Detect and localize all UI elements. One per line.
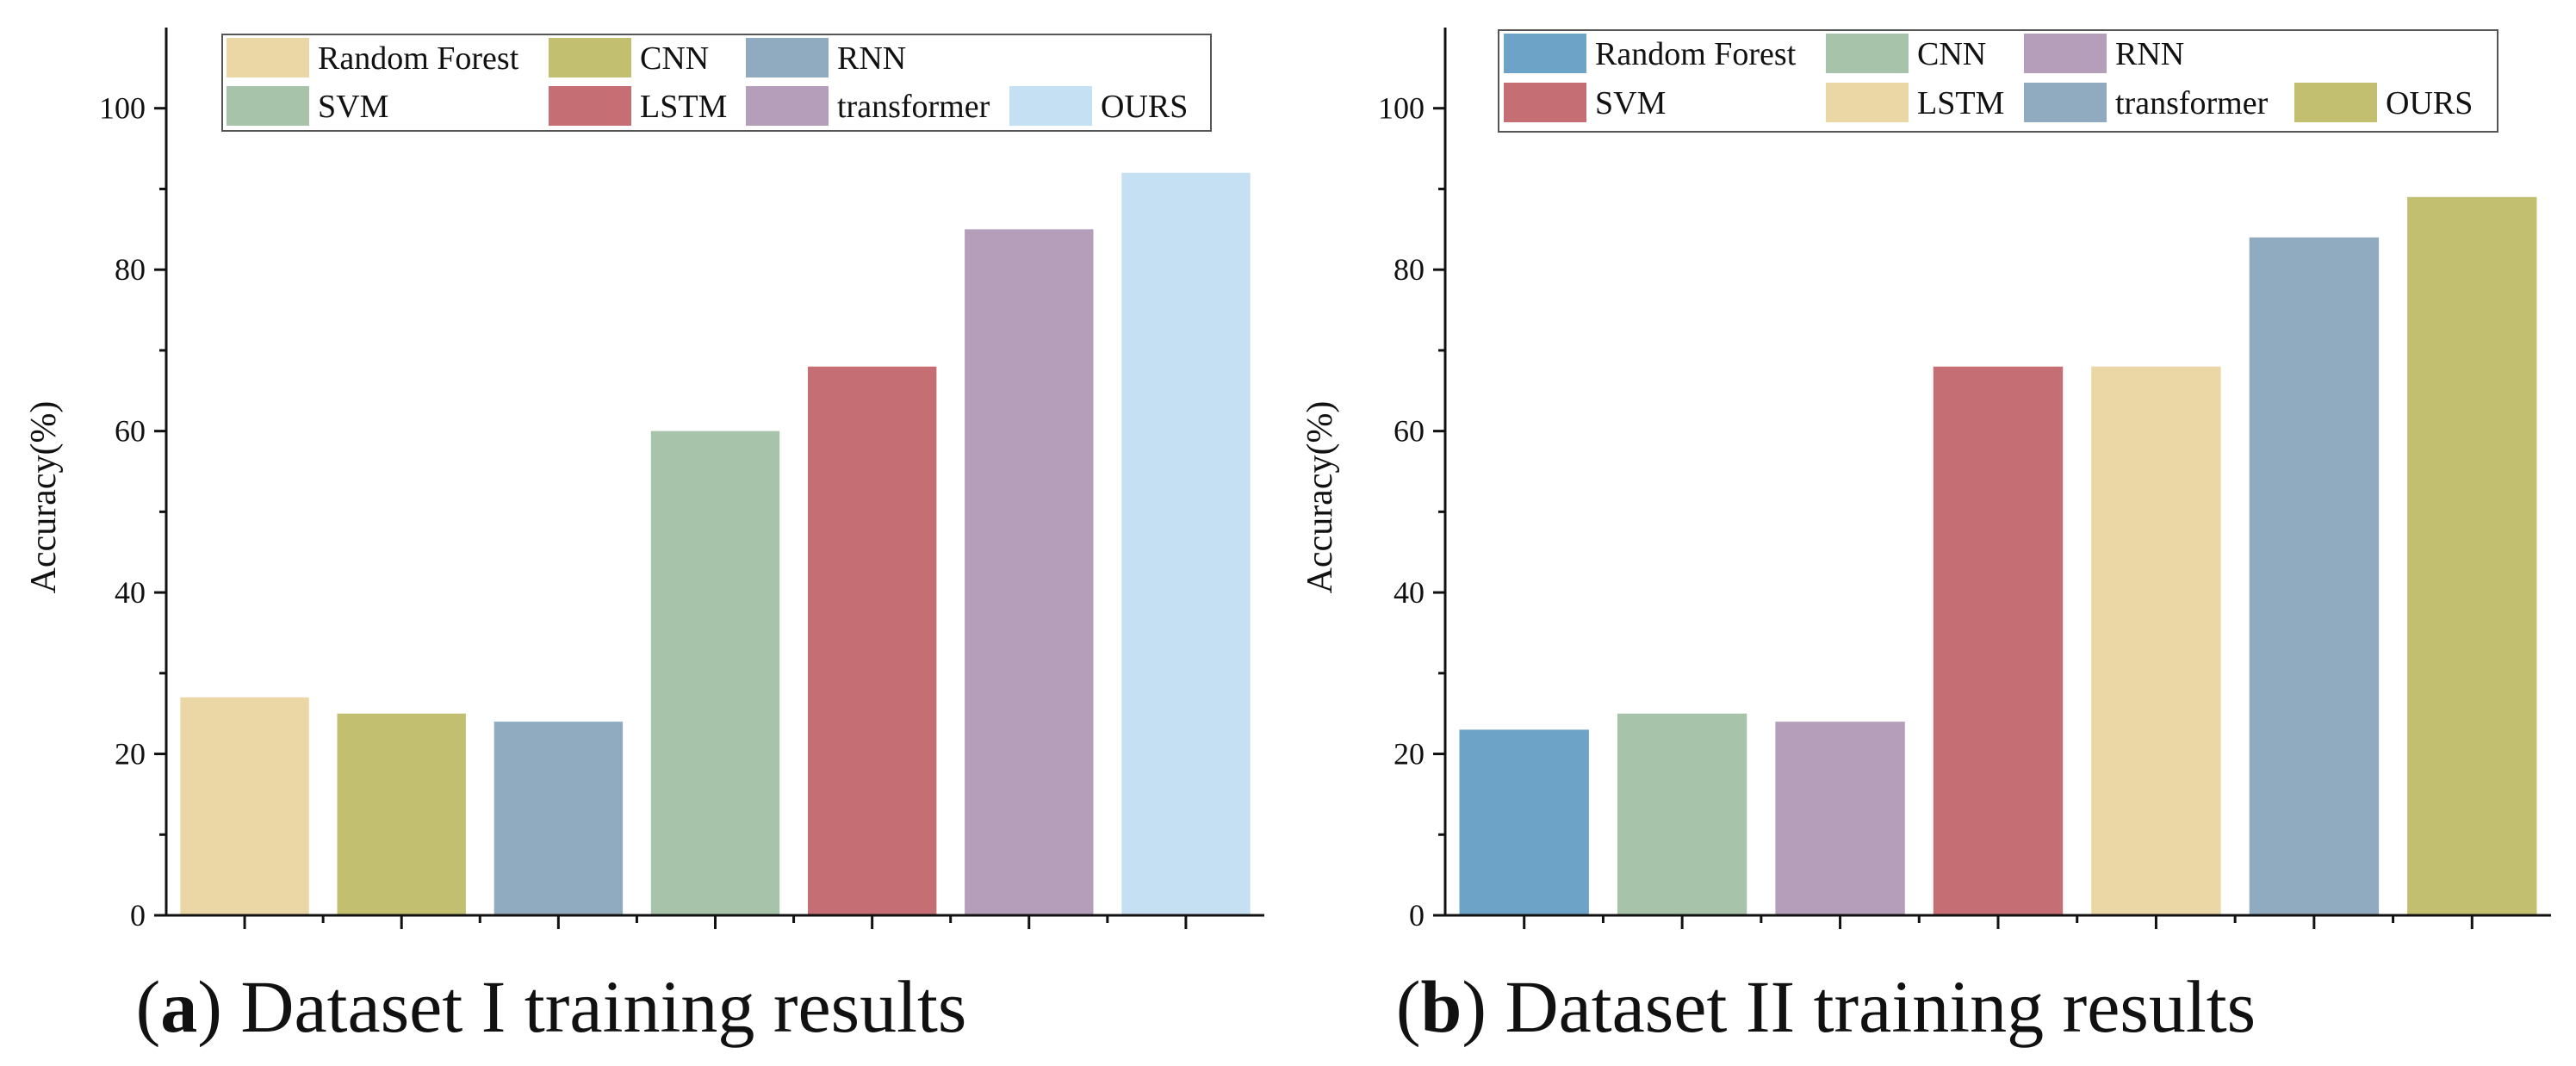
legend-swatch-a-0 [227, 38, 309, 77]
legend-label-b-2: RNN [2115, 36, 2184, 72]
y-tick-label-b-5: 100 [1378, 91, 1425, 126]
legend-label-a-2: RNN [837, 40, 906, 77]
y-axis-label-b: Accuracy(%) [1300, 401, 1340, 594]
legend-swatch-a-3 [227, 86, 309, 126]
legend-label-a-6: OURS [1101, 89, 1188, 125]
y-tick-label-a-4: 80 [115, 252, 146, 287]
bar-a-6 [965, 229, 1094, 915]
legend-swatch-b-0 [1504, 34, 1586, 73]
legend-label-b-4: LSTM [1917, 85, 2004, 121]
legend-label-a-0: Random Forest [318, 40, 519, 77]
bar-b-3 [1775, 722, 1905, 915]
legend-label-a-5: transformer [837, 89, 990, 125]
y-tick-label-a-2: 40 [115, 575, 146, 610]
y-tick-label-a-3: 60 [115, 414, 146, 449]
bar-a-7 [1121, 172, 1251, 915]
legend-swatch-a-6 [1009, 86, 1092, 126]
legend-swatch-a-4 [549, 86, 631, 126]
caption-b: (b) Dataset II training results [1396, 965, 2256, 1048]
legend-label-b-5: transformer [2115, 85, 2269, 121]
y-tick-label-a-1: 20 [115, 737, 146, 772]
caption-a: (a) Dataset I training results [136, 965, 967, 1048]
bar-b-1 [1459, 729, 1589, 915]
bar-b-4 [1933, 366, 2064, 915]
legend-swatch-b-1 [1826, 34, 1909, 73]
legend-label-a-3: SVM [318, 89, 388, 125]
legend-swatch-a-2 [746, 38, 829, 77]
bar-a-2 [337, 713, 466, 915]
bar-b-7 [2407, 196, 2537, 916]
y-tick-label-b-3: 60 [1394, 414, 1425, 449]
legend-label-a-4: LSTM [640, 89, 727, 125]
y-tick-label-b-0: 0 [1409, 898, 1425, 933]
bar-b-6 [2249, 237, 2380, 915]
bar-b-5 [2091, 366, 2221, 915]
y-tick-label-b-2: 40 [1394, 575, 1425, 610]
legend-swatch-b-6 [2294, 83, 2377, 122]
y-axis-label-a: Accuracy(%) [24, 401, 64, 594]
bar-a-1 [180, 697, 309, 915]
y-tick-label-b-1: 20 [1394, 737, 1425, 772]
bar-a-4 [650, 431, 780, 916]
legend-label-a-1: CNN [640, 40, 709, 77]
legend-swatch-b-3 [1504, 83, 1586, 122]
legend-a: Random Forest CNN RNN SVM LSTM transformer OUR… [221, 34, 1212, 132]
y-tick-label-b-4: 80 [1394, 252, 1425, 287]
legend-label-b-3: SVM [1595, 85, 1666, 121]
legend-label-b-0: Random Forest [1595, 36, 1797, 72]
legend-label-b-1: CNN [1917, 36, 1986, 72]
bar-b-2 [1617, 713, 1747, 915]
legend-swatch-a-5 [746, 86, 829, 126]
y-tick-label-a-5: 100 [99, 91, 146, 126]
legend-swatch-a-1 [549, 38, 631, 77]
bar-a-3 [493, 722, 624, 915]
legend-swatch-b-4 [1826, 83, 1909, 122]
y-tick-label-a-0: 0 [130, 898, 146, 933]
legend-swatch-b-2 [2024, 34, 2107, 73]
bar-a-5 [808, 366, 937, 915]
legend-b: Random Forest CNN RNN SVM LSTM transformer OUR… [1498, 29, 2498, 133]
legend-label-b-6: OURS [2386, 85, 2473, 121]
legend-swatch-b-5 [2024, 83, 2107, 122]
